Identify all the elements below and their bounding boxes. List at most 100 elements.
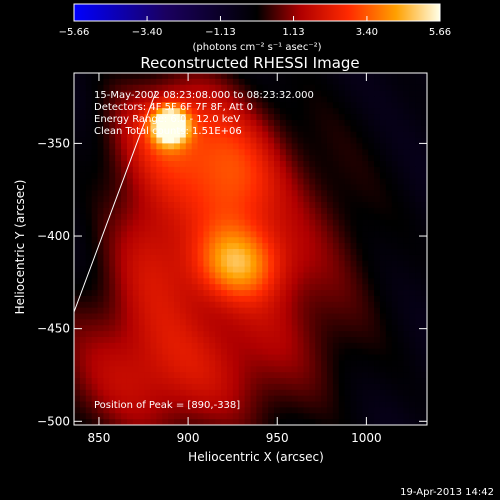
heatmap-pixel bbox=[162, 237, 169, 244]
heatmap-pixel bbox=[332, 360, 340, 367]
heatmap-pixel bbox=[256, 360, 263, 367]
heatmap-pixel bbox=[150, 190, 157, 197]
heatmap-pixel bbox=[285, 190, 293, 197]
heatmap-pixel bbox=[368, 372, 375, 379]
heatmap-pixel bbox=[291, 166, 299, 174]
heatmap-pixel bbox=[285, 313, 293, 320]
heatmap-pixel bbox=[315, 73, 322, 80]
heatmap-pixel bbox=[144, 243, 151, 250]
heatmap-pixel bbox=[221, 207, 228, 215]
heatmap-pixel bbox=[144, 225, 151, 232]
heatmap-pixel bbox=[279, 155, 287, 162]
heatmap-pixel bbox=[121, 161, 128, 168]
heatmap-pixel bbox=[162, 225, 169, 232]
heatmap-pixel bbox=[326, 178, 334, 185]
heatmap-pixel bbox=[415, 108, 422, 115]
heatmap-pixel bbox=[285, 419, 293, 426]
heatmap-pixel bbox=[397, 249, 404, 256]
heatmap-pixel bbox=[144, 143, 151, 150]
heatmap-pixel bbox=[244, 266, 251, 273]
heatmap-pixel bbox=[144, 272, 151, 279]
heatmap-pixel bbox=[115, 290, 122, 297]
heatmap-pixel bbox=[215, 383, 222, 391]
heatmap-pixel bbox=[209, 196, 216, 203]
heatmap-pixel bbox=[74, 231, 81, 238]
heatmap-pixel bbox=[232, 360, 240, 367]
heatmap-pixel bbox=[221, 342, 228, 350]
heatmap-pixel bbox=[344, 378, 352, 385]
heatmap-pixel bbox=[144, 407, 151, 414]
heatmap-pixel bbox=[385, 401, 393, 408]
heatmap-pixel bbox=[244, 125, 251, 133]
heatmap-pixel bbox=[103, 225, 110, 232]
heatmap-pixel bbox=[291, 354, 299, 361]
heatmap-pixel bbox=[338, 266, 346, 273]
heatmap-pixel bbox=[262, 360, 269, 367]
heatmap-pixel bbox=[326, 260, 334, 268]
heatmap-pixel bbox=[421, 354, 428, 361]
heatmap-pixel bbox=[397, 272, 404, 279]
heatmap-pixel bbox=[232, 413, 240, 420]
heatmap-pixel bbox=[379, 125, 387, 133]
heatmap-pixel bbox=[197, 389, 204, 397]
heatmap-pixel bbox=[303, 96, 310, 103]
heatmap-pixel bbox=[274, 260, 281, 268]
heatmap-pixel bbox=[244, 243, 251, 250]
heatmap-pixel bbox=[321, 207, 328, 215]
heatmap-pixel bbox=[215, 73, 222, 80]
heatmap-pixel bbox=[379, 389, 387, 397]
heatmap-pixel bbox=[168, 231, 175, 238]
heatmap-pixel bbox=[126, 114, 134, 121]
heatmap-pixel bbox=[350, 366, 357, 373]
heatmap-pixel bbox=[103, 190, 110, 197]
heatmap-pixel bbox=[326, 278, 334, 285]
heatmap-pixel bbox=[415, 295, 422, 303]
heatmap-pixel bbox=[91, 295, 99, 303]
heatmap-pixel bbox=[138, 184, 146, 191]
heatmap-pixel bbox=[356, 342, 363, 350]
heatmap-pixel bbox=[350, 161, 357, 168]
heatmap-pixel bbox=[385, 249, 393, 256]
heatmap-pixel bbox=[126, 172, 134, 180]
heatmap-pixel bbox=[79, 108, 87, 115]
heatmap-pixel bbox=[403, 383, 410, 391]
heatmap-pixel bbox=[115, 73, 122, 80]
heatmap-pixel bbox=[332, 337, 340, 344]
heatmap-pixel bbox=[138, 196, 146, 203]
heatmap-pixel bbox=[209, 119, 216, 127]
heatmap-pixel bbox=[326, 73, 334, 80]
heatmap-pixel bbox=[103, 284, 110, 291]
heatmap-pixel bbox=[268, 401, 275, 408]
heatmap-pixel bbox=[126, 243, 134, 250]
heatmap-pixel bbox=[109, 202, 116, 209]
heatmap-pixel bbox=[162, 149, 169, 156]
heatmap-pixel bbox=[197, 337, 204, 344]
heatmap-pixel bbox=[268, 149, 275, 156]
heatmap-pixel bbox=[356, 108, 363, 115]
heatmap-pixel bbox=[138, 325, 146, 332]
heatmap-pixel bbox=[138, 295, 146, 303]
heatmap-pixel bbox=[374, 131, 381, 139]
heatmap-pixel bbox=[397, 307, 404, 315]
heatmap-pixel bbox=[103, 184, 110, 191]
heatmap-pixel bbox=[309, 190, 316, 197]
heatmap-pixel bbox=[185, 325, 193, 332]
heatmap-pixel bbox=[321, 325, 328, 332]
heatmap-pixel bbox=[162, 213, 169, 221]
heatmap-pixel bbox=[385, 331, 393, 338]
heatmap-pixel bbox=[332, 284, 340, 291]
heatmap-pixel bbox=[279, 149, 287, 156]
heatmap-pixel bbox=[226, 383, 234, 391]
heatmap-pixel bbox=[226, 407, 234, 414]
heatmap-pixel bbox=[168, 184, 175, 191]
heatmap-pixel bbox=[162, 295, 169, 303]
heatmap-pixel bbox=[221, 348, 228, 356]
heatmap-pixel bbox=[362, 325, 369, 332]
heatmap-pixel bbox=[303, 149, 310, 156]
heatmap-pixel bbox=[326, 243, 334, 250]
heatmap-pixel bbox=[297, 419, 304, 426]
heatmap-pixel bbox=[221, 155, 228, 162]
heatmap-pixel bbox=[132, 360, 140, 367]
heatmap-pixel bbox=[144, 161, 151, 168]
heatmap-pixel bbox=[285, 119, 293, 127]
